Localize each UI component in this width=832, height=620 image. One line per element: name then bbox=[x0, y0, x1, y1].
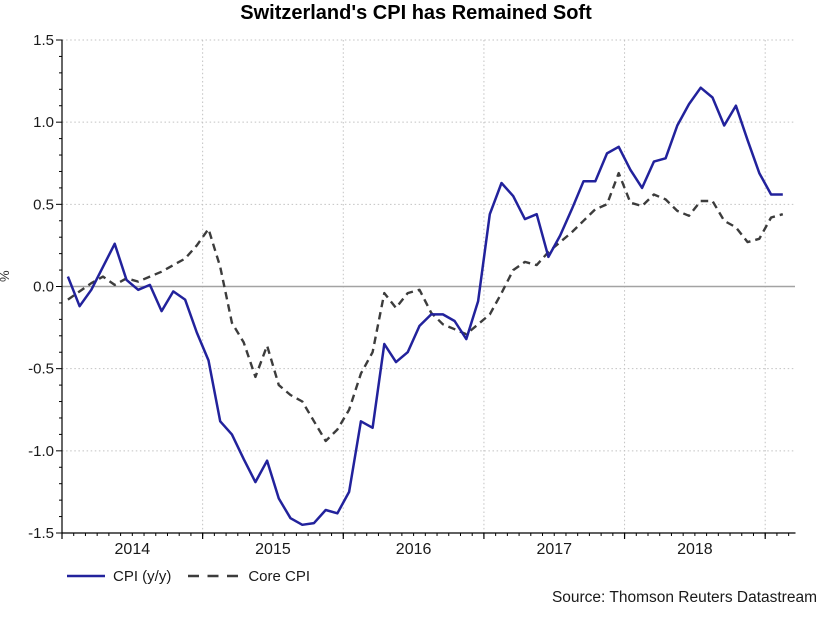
x-tick-label: 2014 bbox=[115, 541, 151, 558]
x-tick-label: 2016 bbox=[396, 541, 432, 558]
y-tick-label: 0.5 bbox=[33, 196, 54, 213]
y-tick-label: -1.5 bbox=[28, 525, 54, 542]
chart-title: Switzerland's CPI has Remained Soft bbox=[240, 2, 592, 24]
core-cpi-line-series bbox=[67, 171, 784, 443]
x-tick-label: 2017 bbox=[536, 541, 572, 558]
y-tick-label: 1.0 bbox=[33, 114, 54, 131]
legend-label-core-cpi: Core CPI bbox=[248, 567, 311, 585]
x-tick-label: 2018 bbox=[677, 541, 713, 558]
legend-label-cpi: CPI (y/y) bbox=[113, 567, 172, 585]
y-tick-label: -0.5 bbox=[28, 361, 54, 378]
legend: CPI (y/y) Core CPI bbox=[66, 566, 310, 586]
x-tick-label: 2015 bbox=[255, 541, 291, 558]
y-tick-label: 0.0 bbox=[33, 279, 54, 296]
legend-item-core-cpi: Core CPI bbox=[187, 568, 310, 585]
legend-item-cpi: CPI (y/y) bbox=[66, 568, 171, 585]
source-note: Source: Thomson Reuters Datastream bbox=[551, 589, 817, 606]
core-cpi-dashed-line-swatch-icon bbox=[188, 574, 241, 578]
y-tick-label: -1.0 bbox=[28, 443, 54, 460]
cpi-line-series bbox=[66, 86, 783, 527]
cpi-solid-line-swatch-icon bbox=[67, 574, 105, 578]
y-tick-label: 1.5 bbox=[33, 32, 54, 49]
